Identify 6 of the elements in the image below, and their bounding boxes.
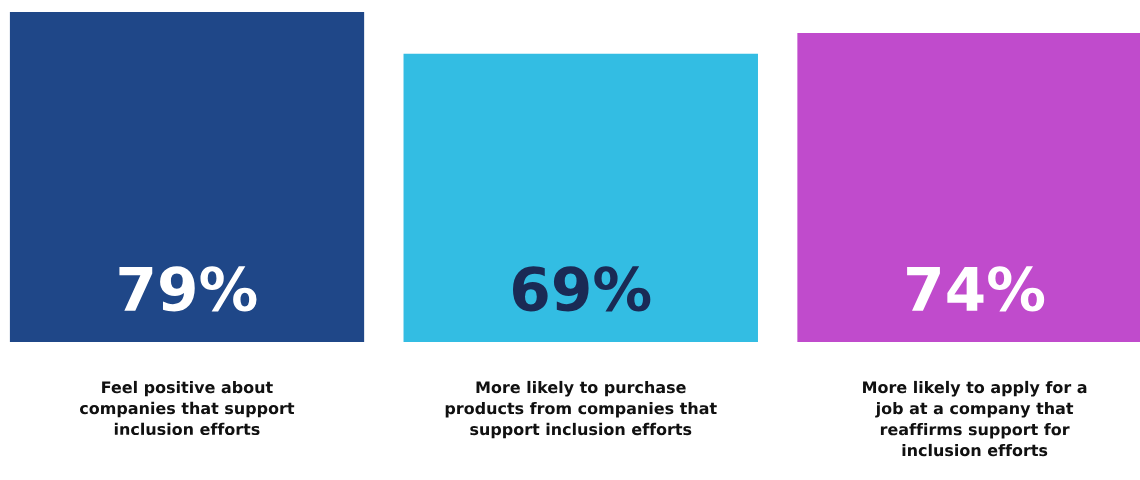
data-label: 69% xyxy=(512,266,651,312)
data-label: 74% xyxy=(907,266,1045,312)
x-tick-label: More likely to apply for a job at a company that reaffirms support for inclusion efforts xyxy=(863,380,1087,457)
x-tick-label: Feel positive about companies that support inclusion efforts xyxy=(79,380,295,436)
x-tick-label: More likely to purchase products from companies that support inclusion efforts xyxy=(445,380,717,439)
data-label: 79% xyxy=(119,266,257,312)
